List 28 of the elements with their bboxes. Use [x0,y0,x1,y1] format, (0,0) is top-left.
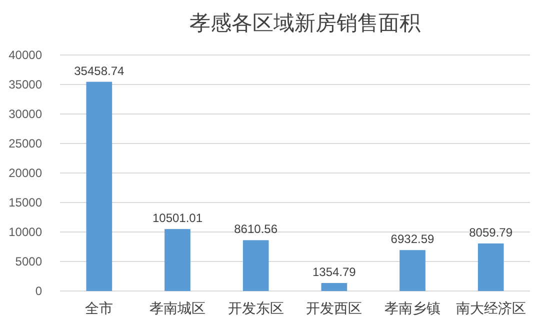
y-tick-label: 35000 [8,78,42,92]
y-tick-label: 15000 [8,196,42,210]
x-tick-label: 孝南乡镇 [384,300,440,316]
data-label: 8610.56 [234,222,278,236]
y-tick-label: 40000 [8,48,42,62]
x-tick-label: 开发东区 [228,300,284,316]
x-tick-label: 全市 [85,300,114,316]
y-tick-label: 20000 [8,166,42,180]
bar [478,243,504,291]
y-tick-label: 30000 [8,107,42,121]
bar [164,229,190,291]
bar [321,283,348,291]
data-label: 1354.79 [312,265,356,280]
y-tick-label: 0 [35,284,42,298]
data-label: 8059.79 [469,225,513,240]
data-label: 35458.74 [74,64,125,78]
x-tick-label: 孝南城区 [150,300,206,316]
x-tick-label: 南大经济区 [456,300,526,316]
chart-title: 孝感各区域新房销售面积 [190,11,420,35]
bar [86,82,112,291]
bar [400,250,426,291]
x-tick-label: 开发西区 [306,300,362,316]
data-label: 10501.01 [152,211,203,226]
y-tick-label: 10000 [8,225,42,239]
y-tick-label: 25000 [8,136,42,150]
bar [242,240,269,291]
data-label: 6932.59 [390,232,435,246]
y-tick-label: 5000 [15,254,42,268]
